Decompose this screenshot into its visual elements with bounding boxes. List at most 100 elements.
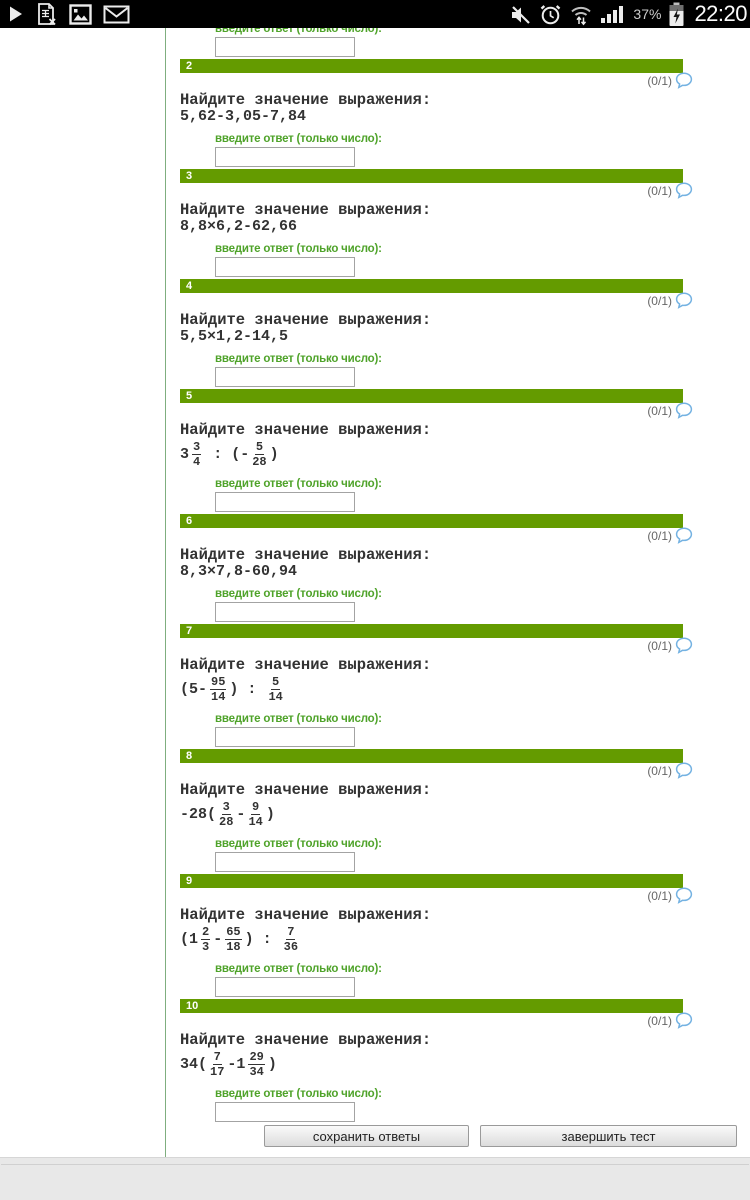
fraction: 95 14 (210, 674, 227, 704)
expression-text: (1 (180, 930, 199, 948)
expression-text: 8,8×6,2-62,66 (180, 218, 298, 235)
question-block: 8 (0/1) Найдите значение выражения: -28(… (180, 749, 693, 872)
score-badge: (0/1) (647, 1013, 672, 1028)
question-number: 6 (186, 515, 193, 527)
fraction: 5 14 (268, 674, 283, 704)
fraction: 7 36 (283, 924, 299, 954)
question-block: 7 (0/1) Найдите значение выражения: (5- 9… (180, 624, 693, 747)
math-expression: 5,5×1,2-14,5 (180, 328, 683, 345)
question-prompt: Найдите значение выражения: (180, 91, 432, 109)
file-error-icon (38, 3, 56, 26)
fraction: 65 18 (225, 924, 242, 954)
math-expression: (5- 95 14) : 5 14 (180, 674, 683, 704)
answer-input[interactable] (215, 37, 355, 57)
comment-bubble-icon[interactable] (675, 1012, 693, 1029)
comment-bubble-icon[interactable] (675, 292, 693, 309)
math-expression: 8,8×6,2-62,66 (180, 218, 683, 235)
expression-text: (5- (180, 680, 208, 698)
math-expression: 5,62-3,05-7,84 (180, 108, 683, 125)
fraction: 3 28 (219, 799, 234, 829)
score-row: (0/1) (180, 1012, 693, 1029)
question-block: 1 (0/1) Найдите значение выражения: введ… (180, 23, 683, 57)
answer-label: введите ответ (только число): (215, 353, 382, 365)
question-block: 6 (0/1) Найдите значение выражения: 8,3×… (180, 514, 693, 622)
answer-input[interactable] (215, 727, 355, 747)
expression-text: - (236, 805, 246, 823)
clock-time: 22:20 (694, 1, 747, 26)
question-prompt: Найдите значение выражения: (180, 906, 432, 924)
question-prompt: Найдите значение выражения: (180, 1031, 432, 1049)
answer-input[interactable] (215, 257, 355, 277)
answer-label: введите ответ (только число): (215, 1088, 382, 1100)
fraction: 5 28 (252, 439, 267, 469)
comment-bubble-icon[interactable] (675, 762, 693, 779)
answer-input[interactable] (215, 147, 355, 167)
question-block: 2 (0/1) Найдите значение выражения: 5,62… (180, 59, 693, 167)
question-number: 4 (186, 280, 193, 292)
battery-percent: 37% (633, 6, 662, 22)
score-badge: (0/1) (647, 403, 672, 418)
expression-text: ) (269, 445, 279, 463)
battery-charging-icon (669, 2, 684, 26)
question-block: 9 (0/1) Найдите значение выражения: (1 2 3… (180, 874, 693, 997)
question-number: 8 (186, 750, 193, 762)
answer-label: введите ответ (только число): (215, 713, 382, 725)
question-number: 3 (186, 170, 193, 182)
question-prompt: Найдите значение выражения: (180, 546, 432, 564)
comment-bubble-icon[interactable] (675, 887, 693, 904)
answer-input[interactable] (215, 367, 355, 387)
expression-text: 34( (180, 1055, 208, 1073)
answer-input[interactable] (215, 852, 355, 872)
question-prompt: Найдите значение выражения: (180, 781, 432, 799)
answer-input[interactable] (215, 492, 355, 512)
score-row: (0/1) (180, 292, 693, 309)
email-icon (103, 5, 130, 23)
question-header-bar: 9 (180, 874, 683, 888)
page-footer (0, 1157, 750, 1200)
score-badge: (0/1) (647, 293, 672, 308)
comment-bubble-icon[interactable] (675, 182, 693, 199)
expression-text: 5,62-3,05-7,84 (180, 108, 307, 125)
signal-bars-icon (601, 6, 624, 23)
score-badge: (0/1) (647, 888, 672, 903)
comment-bubble-icon[interactable] (675, 527, 693, 544)
answer-label: введите ответ (только число): (215, 243, 382, 255)
answer-input[interactable] (215, 977, 355, 997)
expression-text: : (- (204, 445, 250, 463)
answer-label: введите ответ (только число): (215, 963, 382, 975)
comment-bubble-icon[interactable] (675, 637, 693, 654)
fraction: 7 17 (210, 1049, 225, 1079)
answer-label: введите ответ (только число): (215, 133, 382, 145)
fraction: 29 34 (248, 1049, 265, 1079)
question-number: 9 (186, 875, 193, 887)
expression-text: 3 (180, 445, 190, 463)
answer-label: введите ответ (только число): (215, 478, 382, 490)
question-header-bar: 7 (180, 624, 683, 638)
left-divider-line (165, 28, 166, 1157)
score-row: (0/1) (180, 762, 693, 779)
score-row: (0/1) (180, 887, 693, 904)
comment-bubble-icon[interactable] (675, 402, 693, 419)
question-block: 10 (0/1) Найдите значение выражения: 34(… (180, 999, 693, 1122)
question-header-bar: 4 (180, 279, 683, 293)
expression-text: ) : (244, 930, 281, 948)
math-expression: -28(3 28-9 14) (180, 799, 683, 829)
fraction: 9 14 (248, 799, 263, 829)
form-actions: сохранить ответы завершить тест (180, 1125, 737, 1147)
alarm-clock-icon (541, 4, 561, 24)
score-row: (0/1) (180, 527, 693, 544)
math-expression: 8,3×7,8-60,94 (180, 563, 683, 580)
status-bar-notification-icons (0, 2, 130, 26)
question-number: 5 (186, 390, 193, 402)
question-block: 3 (0/1) Найдите значение выражения: 8,8×… (180, 169, 693, 277)
expression-text: - (213, 930, 223, 948)
comment-bubble-icon[interactable] (675, 72, 693, 89)
save-answers-button[interactable]: сохранить ответы (264, 1125, 469, 1147)
play-icon (10, 6, 22, 22)
answer-input[interactable] (215, 1102, 355, 1122)
finish-test-button[interactable]: завершить тест (480, 1125, 737, 1147)
answer-input[interactable] (215, 602, 355, 622)
question-header-bar: 3 (180, 169, 683, 183)
